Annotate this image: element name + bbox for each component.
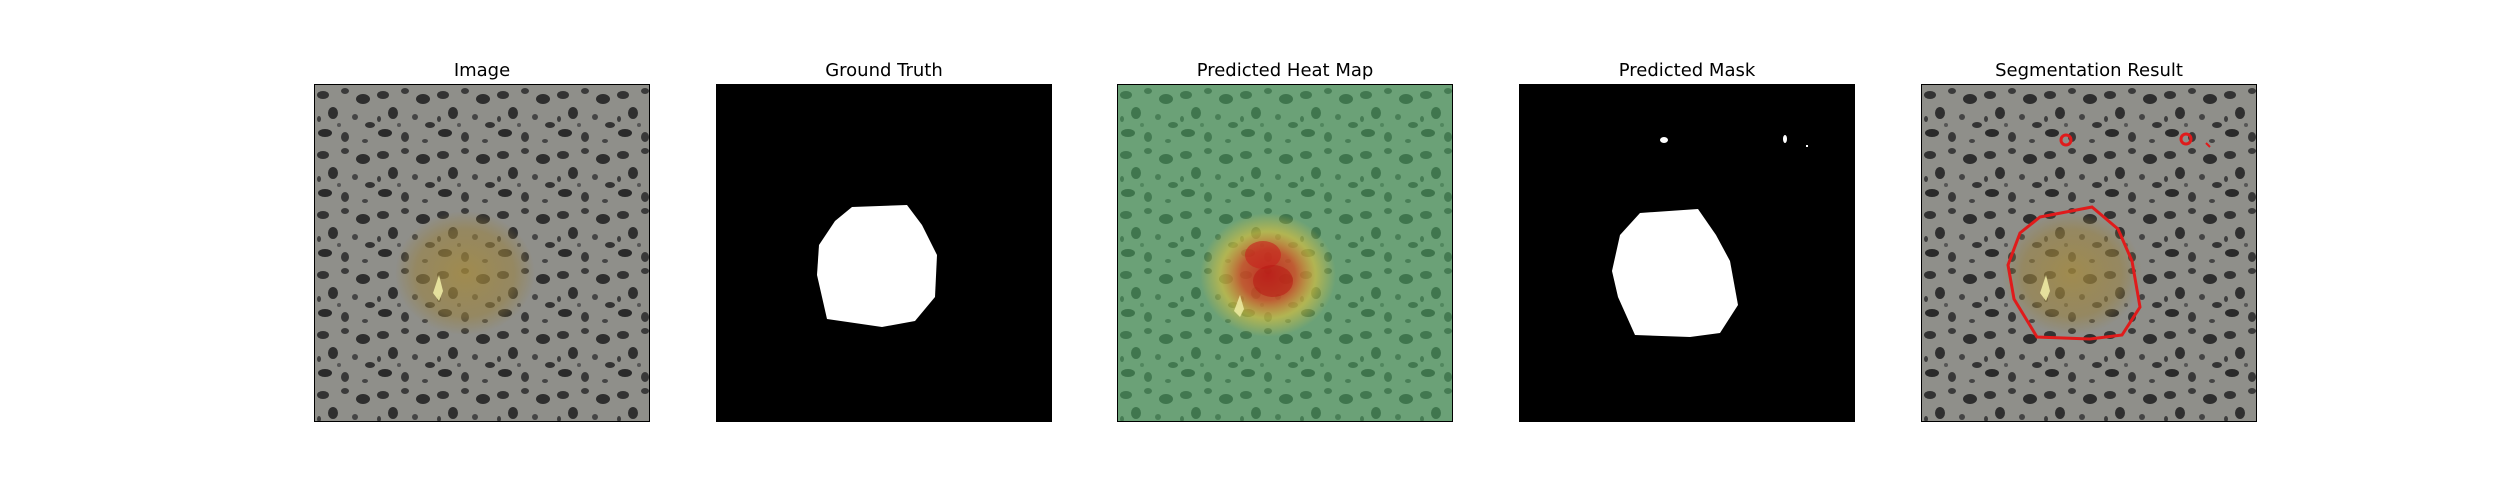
image-frame [314,84,650,422]
panel-title: Predicted Mask [1618,60,1756,81]
predicted-mask [1520,85,1854,421]
heat-map-image [1118,85,1452,421]
granite-image [315,85,649,421]
panel-predicted-mask: Predicted Mask [1519,0,1855,500]
ground-truth-mask [717,85,1051,421]
panel-title: Segmentation Result [1995,60,2183,81]
panel-ground-truth: Ground Truth [716,0,1052,500]
panel-title: Image [453,60,511,81]
panel-title: Predicted Heat Map [1196,60,1374,81]
panel-image: Image [314,0,650,500]
predicted-mask-frame [1519,84,1855,422]
ground-truth-frame [716,84,1052,422]
panel-heat-map: Predicted Heat Map [1117,0,1453,500]
segmentation-image [1922,85,2256,421]
heat-map-frame [1117,84,1453,422]
panel-title: Ground Truth [825,60,943,81]
segmentation-frame [1921,84,2257,422]
panel-segmentation-result: Segmentation Result [1921,0,2257,500]
